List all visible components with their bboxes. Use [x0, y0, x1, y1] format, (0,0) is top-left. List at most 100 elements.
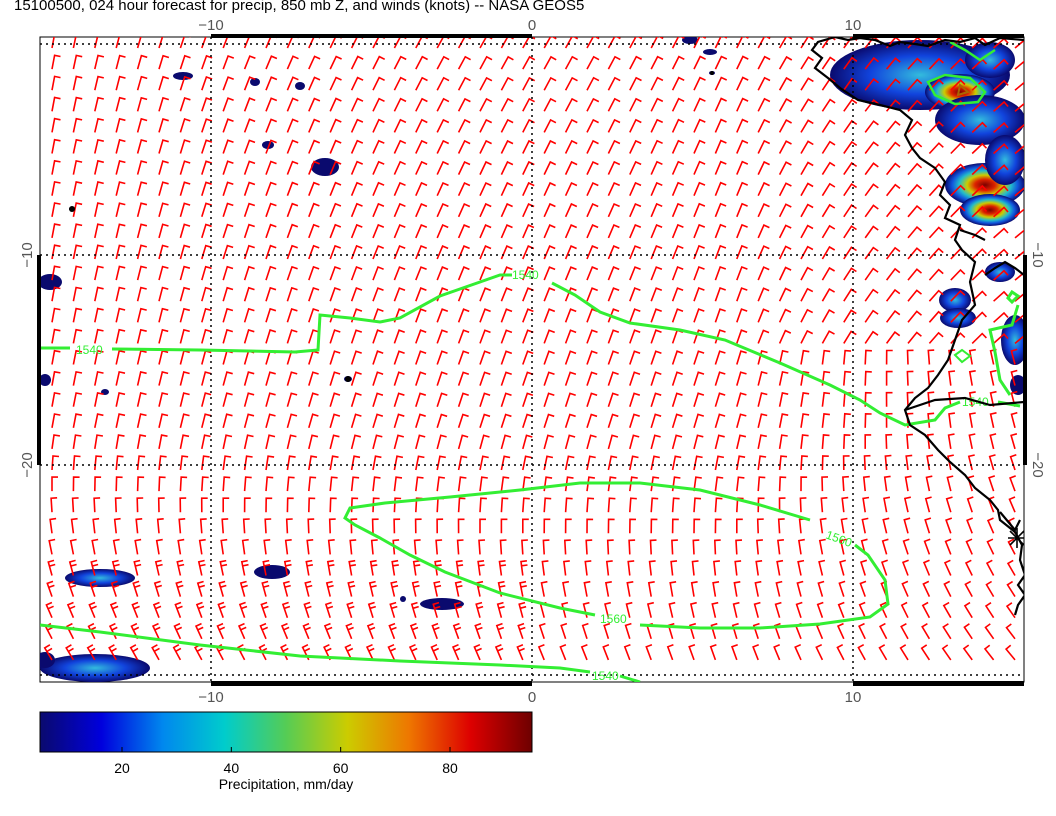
wind-barb	[179, 328, 190, 344]
wind-barb	[265, 223, 277, 239]
wind-barb	[650, 518, 658, 534]
wind-barb	[153, 580, 163, 597]
wind-barb	[736, 97, 749, 112]
wind-barb	[136, 202, 148, 217]
wind-barb	[778, 55, 793, 70]
wind-barb	[714, 455, 725, 471]
wind-barb	[778, 76, 793, 91]
wind-barb	[94, 159, 104, 175]
wind-barb	[112, 538, 120, 555]
wind-barb	[72, 434, 82, 450]
wind-barb	[522, 476, 531, 492]
wind-barb	[350, 413, 362, 429]
wind-barb	[522, 308, 534, 323]
wind-barb	[607, 76, 621, 91]
wind-barb	[669, 581, 677, 597]
wind-barb	[393, 497, 402, 513]
wind-barb	[993, 100, 1009, 112]
wind-barb	[800, 203, 814, 218]
wind-barb	[136, 349, 147, 365]
wind-barb	[564, 97, 578, 112]
wind-barb	[778, 434, 788, 450]
wind-barb	[1030, 539, 1037, 554]
wind-barb	[671, 455, 682, 471]
wind-barb	[714, 139, 727, 154]
wind-barb	[498, 560, 507, 576]
wind-barb	[736, 329, 748, 344]
wind-barb	[308, 118, 321, 133]
wind-barb	[843, 246, 857, 260]
wind-barb	[1031, 476, 1037, 491]
wind-barb	[650, 118, 664, 133]
wind-barb	[818, 538, 826, 555]
wind-barb	[306, 539, 314, 555]
wind-barb	[281, 601, 291, 618]
wind-barb	[968, 412, 976, 428]
wind-barb	[158, 54, 170, 70]
wind-barb	[436, 266, 449, 281]
wind-barb	[671, 223, 684, 239]
wind-barb	[222, 223, 234, 239]
wind-barb	[757, 55, 771, 70]
wind-barb	[302, 622, 311, 640]
wind-barb	[136, 476, 145, 492]
wind-barb	[415, 371, 427, 386]
wind-barb	[864, 99, 879, 112]
wind-barb	[94, 265, 104, 281]
wind-barb	[522, 371, 534, 386]
lon-tick-top-0: 0	[528, 17, 536, 34]
wind-barb	[795, 601, 803, 618]
wind-barb	[712, 581, 720, 597]
wind-barb	[265, 455, 275, 471]
wind-barb	[966, 517, 973, 534]
wind-barb	[817, 580, 825, 597]
contour-label-1540-west: 1540	[76, 343, 103, 357]
wind-barb	[885, 78, 901, 91]
wind-barb	[51, 434, 61, 450]
wind-barb	[131, 601, 140, 618]
wind-barb	[629, 413, 640, 429]
wind-barb	[950, 163, 966, 176]
wind-barb	[628, 539, 636, 555]
wind-barb	[882, 517, 890, 534]
wind-barb	[543, 76, 557, 91]
wind-barb	[800, 329, 814, 344]
wind-barb	[671, 202, 684, 218]
wind-barb	[624, 622, 632, 640]
lat-tick-left-s20: −20	[19, 452, 36, 477]
colorbar-title: Precipitation, mm/day	[219, 776, 354, 792]
contour-label-1540-top: 1540	[512, 268, 539, 282]
wind-barb	[70, 517, 78, 534]
wind-barb	[650, 371, 662, 386]
wind-barb	[902, 538, 910, 555]
wind-barb	[368, 580, 377, 597]
wind-barb	[1014, 271, 1024, 281]
wind-barb	[115, 476, 123, 492]
precip-areas	[40, 37, 1024, 682]
wind-barb	[839, 538, 847, 555]
wind-barb	[500, 97, 514, 112]
wind-barb	[344, 643, 354, 661]
wind-barb	[1036, 124, 1051, 133]
wind-barb	[436, 476, 446, 492]
wind-barb	[522, 37, 536, 49]
wind-barb	[136, 455, 146, 471]
wind-barb	[963, 623, 973, 640]
wind-barb	[179, 244, 191, 260]
wind-barb	[646, 601, 654, 618]
wind-barb	[94, 349, 104, 365]
wind-barb	[500, 350, 513, 365]
wind-barb	[906, 370, 914, 386]
wind-barb	[393, 244, 406, 260]
wind-barb	[94, 54, 105, 70]
wind-barb	[90, 559, 99, 576]
wind-barb	[586, 181, 599, 197]
wind-barb	[885, 412, 893, 428]
wind-barb	[51, 75, 61, 91]
wind-barb	[329, 118, 342, 133]
wind-barb	[586, 497, 595, 513]
wind-barb	[479, 329, 491, 344]
wind-barb	[265, 286, 277, 302]
wind-barb	[1014, 166, 1024, 176]
wind-barb	[222, 265, 234, 281]
